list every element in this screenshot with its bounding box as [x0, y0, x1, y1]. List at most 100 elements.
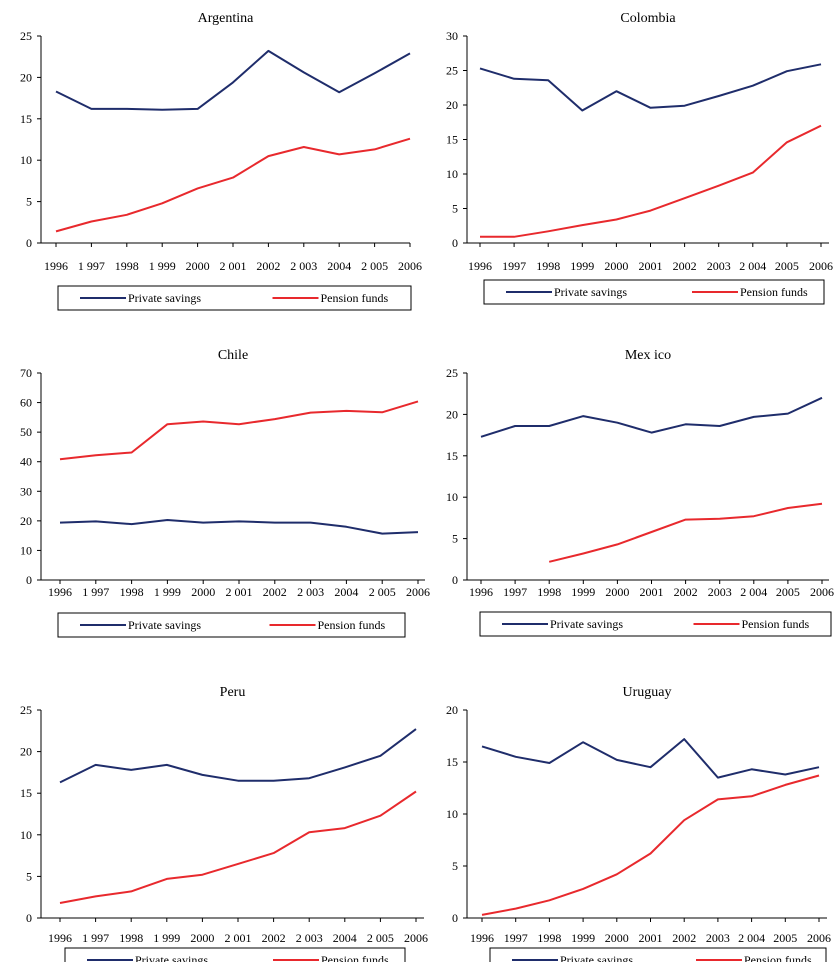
y-tick-label: 10 [446, 490, 458, 504]
y-tick-label: 15 [446, 133, 458, 147]
x-tick-label: 2001 [640, 585, 664, 599]
x-tick-label: 1998 [120, 585, 144, 599]
y-tick-label: 0 [26, 911, 32, 925]
x-tick-label: 2006 [810, 585, 834, 599]
y-tick-label: 0 [26, 236, 32, 250]
legend-label-private-savings: Private savings [550, 617, 623, 631]
x-tick-label: 2005 [773, 931, 797, 945]
x-tick-label: 2002 [263, 585, 287, 599]
x-tick-label: 2000 [190, 931, 214, 945]
chart-title: Uruguay [623, 685, 672, 700]
x-tick-label: 2 004 [738, 931, 765, 945]
x-tick-label: 2 003 [297, 585, 324, 599]
x-tick-label: 1998 [537, 585, 561, 599]
series-line-pension-funds [481, 774, 820, 916]
chart-title: Argentina [198, 11, 255, 26]
y-tick-label: 15 [446, 755, 458, 769]
series-line-pension-funds [480, 124, 822, 238]
x-tick-label: 2003 [708, 585, 732, 599]
x-tick-label: 2003 [707, 259, 731, 273]
y-tick-label: 5 [26, 195, 32, 209]
x-tick-label: 1 997 [78, 259, 105, 273]
x-tick-label: 1998 [536, 259, 560, 273]
x-tick-label: 1997 [503, 585, 527, 599]
chart-panel-peru: Peru 0 5 10 15 20 25 1996 1 997 1998 1 999 2000 2 00… [20, 685, 428, 962]
x-tick-label: 2002 [673, 259, 697, 273]
y-tick-label: 20 [446, 703, 458, 717]
legend-label-pension-funds: Pension funds [744, 953, 812, 962]
x-tick-label: 2 001 [225, 931, 252, 945]
x-tick-label: 2005 [776, 585, 800, 599]
legend-label-private-savings: Private savings [128, 291, 201, 305]
x-tick-label: 1 997 [82, 931, 109, 945]
legend-label-private-savings: Private savings [554, 285, 627, 299]
y-tick-label: 5 [452, 859, 458, 873]
chart-legend: Private savings Pension funds [57, 285, 412, 311]
chart-legend: Private savings Pension funds [489, 947, 827, 962]
y-tick-label: 15 [20, 786, 32, 800]
y-tick-label: 40 [20, 455, 32, 469]
x-tick-label: 1997 [502, 259, 526, 273]
y-tick-label: 5 [452, 202, 458, 216]
y-tick-label: 25 [20, 29, 32, 43]
y-tick-label: 10 [20, 828, 32, 842]
x-tick-label: 2001 [639, 931, 663, 945]
x-tick-label: 1 999 [153, 931, 180, 945]
x-tick-label: 1996 [44, 259, 68, 273]
y-tick-label: 0 [452, 236, 458, 250]
chart-panel-mexico: Mex ico 0 5 10 15 20 25 1996 1997 1998 1999 2000 200… [446, 348, 834, 637]
legend-label-pension-funds: Pension funds [321, 291, 389, 305]
legend-label-pension-funds: Pension funds [318, 618, 386, 632]
x-tick-label: 1 997 [82, 585, 109, 599]
chart-panel-uruguay: Uruguay 0 5 10 15 20 1996 1997 1998 1999 2000 2001 2… [446, 685, 831, 962]
series-line-pension-funds [55, 137, 411, 233]
legend-label-pension-funds: Pension funds [740, 285, 808, 299]
y-tick-label: 10 [446, 167, 458, 181]
x-tick-label: 2004 [333, 931, 357, 945]
y-tick-label: 30 [20, 484, 32, 498]
x-tick-label: 1999 [571, 585, 595, 599]
x-tick-label: 2 005 [367, 931, 394, 945]
y-tick-label: 0 [452, 573, 458, 587]
x-tick-label: 2003 [706, 931, 730, 945]
y-tick-label: 20 [446, 98, 458, 112]
y-tick-label: 0 [26, 573, 32, 587]
y-tick-label: 70 [20, 366, 32, 380]
x-tick-label: 2000 [605, 585, 629, 599]
x-tick-label: 2000 [605, 931, 629, 945]
y-tick-label: 20 [20, 70, 32, 84]
x-tick-label: 2002 [672, 931, 696, 945]
x-tick-label: 2 005 [361, 259, 388, 273]
x-tick-label: 2000 [186, 259, 210, 273]
x-tick-label: 1996 [48, 585, 72, 599]
chart-panel-colombia: Colombia 0 5 10 15 20 25 30 1996 1997 1998 1999 2000… [446, 11, 833, 305]
chart-legend: Private savings Pension funds [483, 279, 825, 305]
chart-legend: Private savings Pension funds [57, 612, 406, 638]
legend-label-private-savings: Private savings [135, 953, 208, 962]
series-line-private-savings [55, 49, 411, 111]
x-tick-label: 2006 [398, 259, 422, 273]
x-tick-label: 2 004 [739, 259, 766, 273]
x-tick-label: 1999 [570, 259, 594, 273]
legend-box [489, 947, 827, 962]
x-tick-label: 2 004 [740, 585, 767, 599]
chart-legend: Private savings Pension funds [479, 611, 832, 637]
x-tick-label: 1999 [571, 931, 595, 945]
x-tick-label: 1996 [48, 931, 72, 945]
x-tick-label: 2 001 [220, 259, 247, 273]
series-line-private-savings [481, 738, 820, 779]
y-tick-label: 20 [20, 745, 32, 759]
y-tick-label: 25 [20, 703, 32, 717]
x-tick-label: 2 003 [296, 931, 323, 945]
x-tick-label: 1 999 [154, 585, 181, 599]
y-tick-label: 20 [446, 407, 458, 421]
y-tick-label: 10 [20, 543, 32, 557]
chart-title: Chile [218, 348, 248, 363]
x-tick-label: 2002 [256, 259, 280, 273]
legend-label-pension-funds: Pension funds [321, 953, 389, 962]
x-tick-label: 2004 [327, 259, 351, 273]
x-tick-label: 2004 [334, 585, 358, 599]
x-tick-label: 1 999 [149, 259, 176, 273]
series-line-private-savings [59, 519, 419, 535]
series-line-private-savings [480, 396, 823, 438]
